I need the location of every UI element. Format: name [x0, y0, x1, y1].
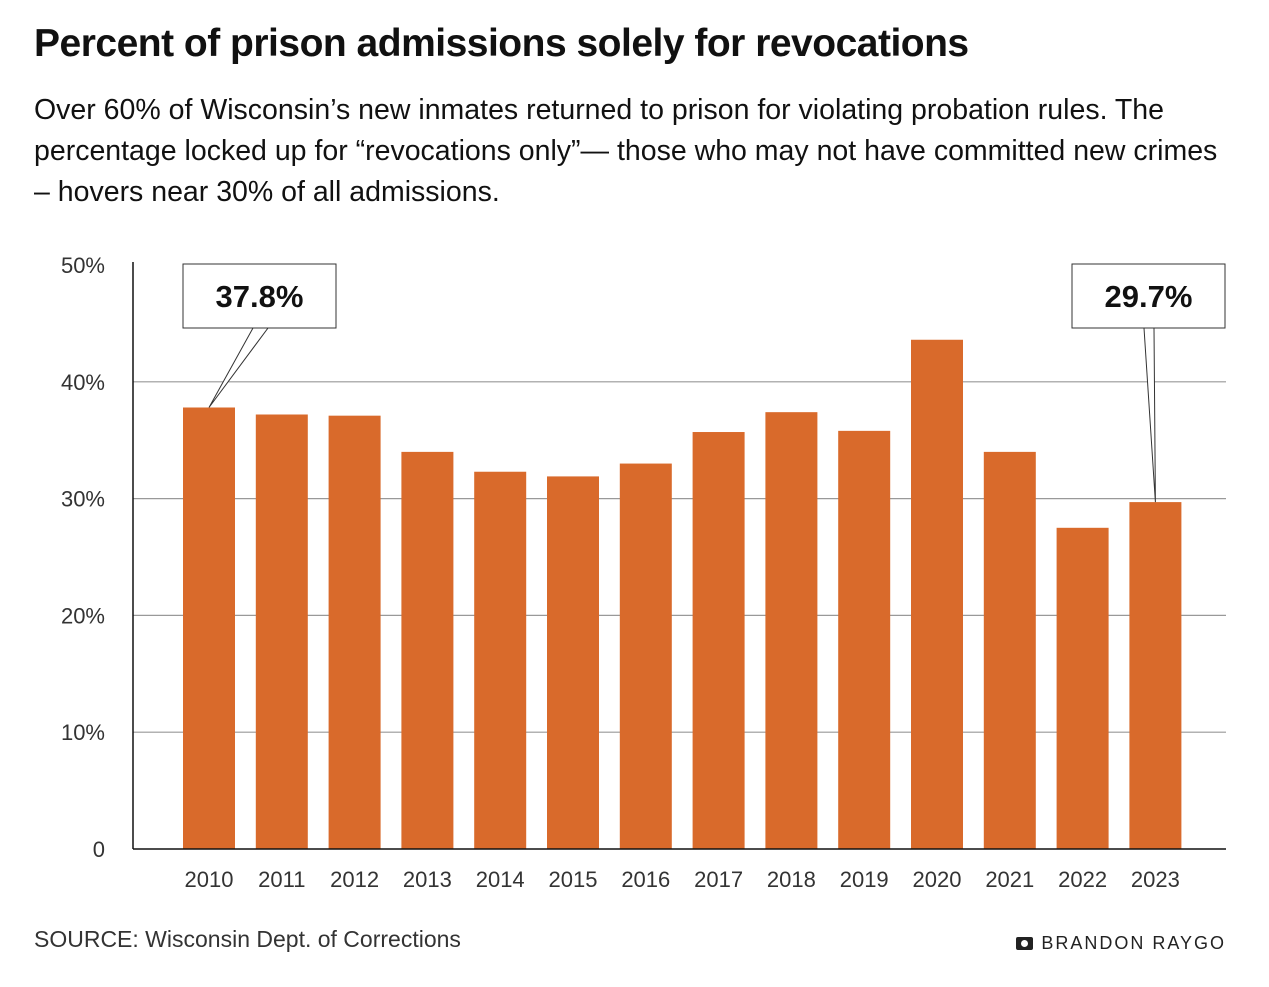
x-tick-label: 2012: [330, 867, 379, 892]
annotation-pointer: [208, 327, 269, 408]
x-tick-label: 2010: [185, 867, 234, 892]
bar-2015: [547, 476, 599, 849]
bar-2017: [692, 432, 745, 849]
y-tick-label: 10%: [61, 720, 105, 745]
bar-2014: [474, 471, 527, 849]
photo-credit: BRANDON RAYGO: [1016, 933, 1226, 954]
x-tick-label: 2018: [767, 867, 816, 892]
bar-2011: [255, 414, 308, 849]
x-tick-label: 2021: [985, 867, 1034, 892]
bar-2022: [1056, 527, 1109, 849]
x-tick-label: 2016: [621, 867, 670, 892]
chart-subtitle: Over 60% of Wisconsin’s new inmates retu…: [34, 94, 1218, 208]
x-tick-label: 2020: [913, 867, 962, 892]
bar-2010: [183, 407, 235, 849]
bar-2012: [328, 415, 381, 849]
bar-2016: [619, 463, 672, 849]
camera-icon: [1016, 937, 1034, 950]
bar-2021: [983, 451, 1036, 849]
y-tick-label: 0: [93, 837, 105, 862]
annotation-label: 29.7%: [1105, 279, 1193, 314]
x-tick-label: 2023: [1131, 867, 1180, 892]
x-tick-label: 2014: [476, 867, 525, 892]
x-tick-label: 2022: [1058, 867, 1107, 892]
x-tick-label: 2011: [258, 867, 305, 892]
bar-2020: [911, 339, 963, 849]
bar-2023: [1129, 502, 1182, 849]
credit-name: BRANDON RAYGO: [1041, 933, 1226, 953]
bar-2019: [838, 430, 891, 849]
annotation-box: [1071, 263, 1226, 329]
bar-2013: [401, 451, 454, 849]
annotation-pointer: [1143, 327, 1156, 503]
source-note: SOURCE: Wisconsin Dept. of Corrections: [34, 926, 461, 952]
chart-title: Percent of prison admissions solely for …: [34, 22, 969, 65]
y-tick-label: 20%: [61, 603, 105, 628]
x-tick-label: 2015: [549, 867, 598, 892]
x-tick-label: 2019: [840, 867, 889, 892]
y-tick-label: 40%: [61, 370, 105, 395]
bar-2018: [765, 412, 818, 849]
annotation-label: 37.8%: [216, 279, 304, 314]
y-tick-label: 50%: [61, 253, 105, 278]
annotation-box: [182, 263, 337, 329]
x-tick-label: 2017: [694, 867, 743, 892]
y-tick-label: 30%: [61, 487, 105, 512]
x-tick-label: 2013: [403, 867, 452, 892]
